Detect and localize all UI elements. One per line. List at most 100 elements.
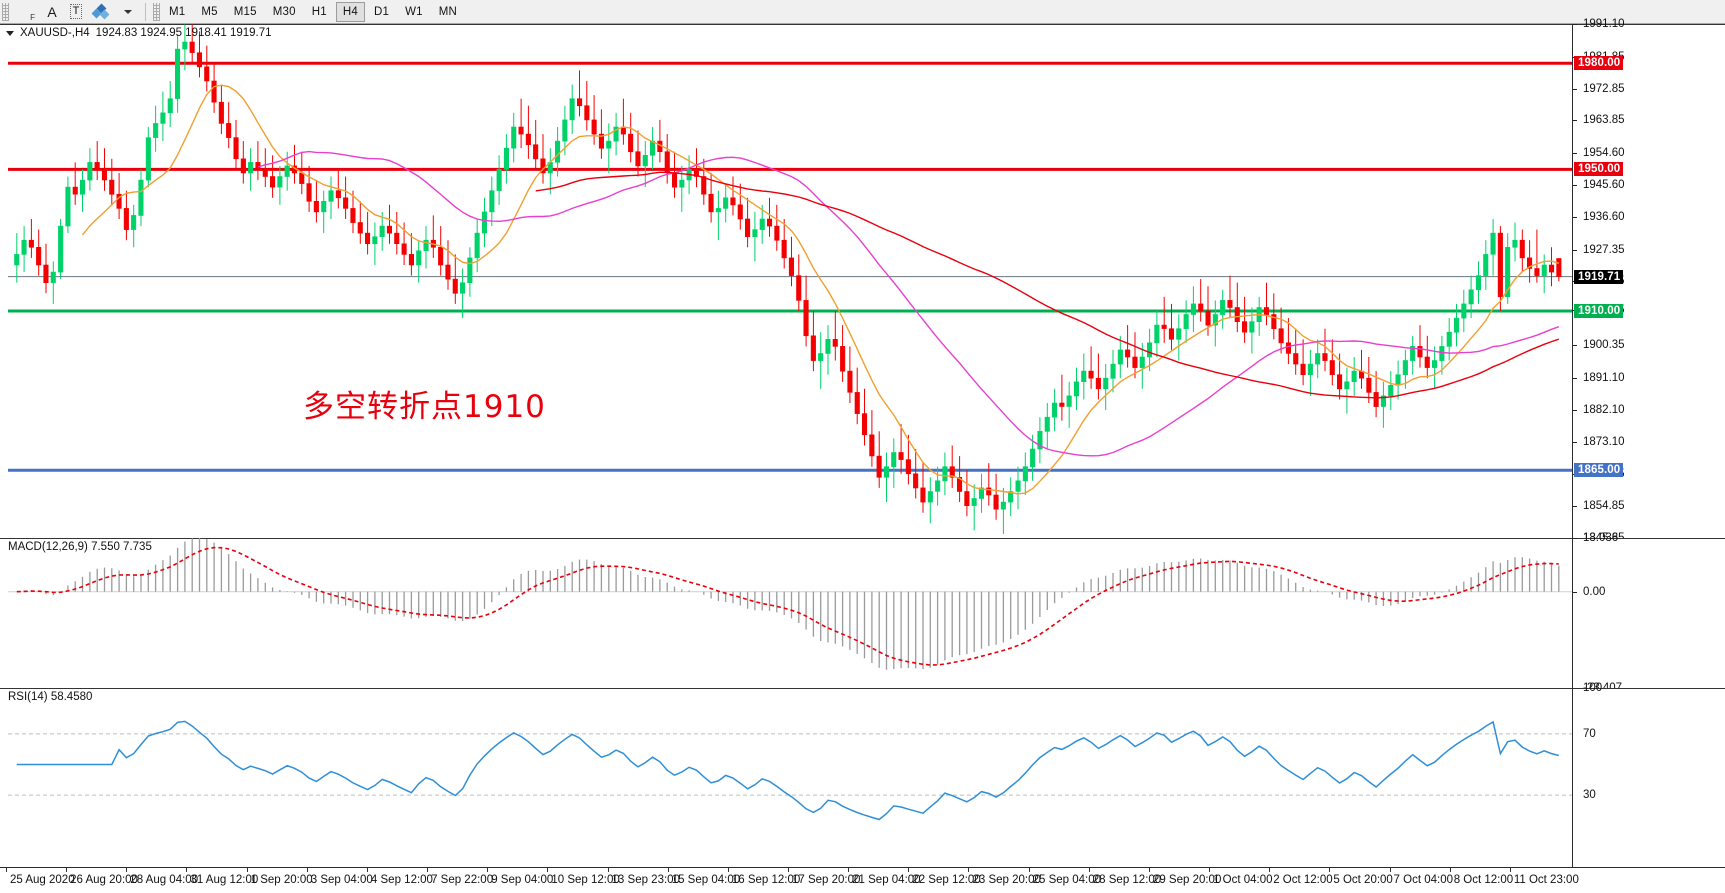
timeframe-m15[interactable]: M15 (233, 5, 257, 18)
rsi-pane[interactable]: RSI(14) 58.4580 100 70 30 (0, 682, 1725, 867)
price-tick (1573, 345, 1577, 347)
price-axis-label: 1891.10 (1583, 371, 1625, 384)
time-axis[interactable]: 25 Aug 2020 26 Aug 20:00 28 Aug 04:00 31 Au… (0, 867, 1725, 893)
time-tick (1269, 868, 1271, 872)
price-axis-label: 1963.85 (1583, 114, 1625, 127)
timeframe-mn[interactable]: MN (438, 5, 458, 18)
rsi-pane-top-border (0, 688, 1725, 689)
price-axis-label: 1873.10 (1583, 435, 1625, 448)
timeframe-m30[interactable]: M30 (272, 5, 296, 18)
toolbar-separator (145, 2, 146, 21)
time-tick (788, 868, 789, 872)
time-axis-label: 8 Oct 12:00 (1453, 874, 1514, 886)
time-axis-label: 9 Sep 04:00 (491, 874, 554, 886)
price-tick (1573, 377, 1577, 379)
time-axis-label: 28 Aug 04:00 (130, 874, 199, 886)
macd-plot[interactable] (8, 538, 1572, 688)
time-tick (6, 868, 7, 872)
time-axis-label: 17 Sep 20:00 (792, 874, 861, 886)
time-axis-label: 11 Oct 23:00 (1513, 874, 1579, 886)
rsi-label: RSI(14) 58.4580 (8, 691, 93, 703)
text-box-icon[interactable]: T (64, 1, 88, 23)
price-tick (1573, 153, 1577, 155)
price-axis-label: 1991.10 (1583, 18, 1625, 30)
time-tick (848, 868, 850, 872)
time-axis-label: 1 Oct 04:00 (1213, 874, 1273, 886)
time-tick (547, 868, 549, 872)
resistance-1950[interactable]: 1950.00 (1574, 162, 1624, 177)
price-tick (1573, 24, 1577, 25)
symbol-caret-icon[interactable] (6, 30, 14, 36)
price-axis-label: 1854.85 (1583, 500, 1625, 513)
time-axis-label: 29 Sep 20:00 (1152, 874, 1222, 886)
price-tick (1573, 441, 1577, 443)
time-axis-label: 5 Oct 20:00 (1333, 874, 1393, 886)
macd-tick (1573, 591, 1577, 593)
price-tick (1573, 185, 1577, 186)
price-tick (1573, 216, 1577, 218)
time-tick (306, 868, 308, 872)
chart-annotation: 多空转折点1910 (303, 389, 546, 425)
last-price-1919[interactable]: 1919.71 (1574, 269, 1624, 284)
time-tick (246, 868, 248, 872)
timeframe-d1[interactable]: D1 (373, 5, 390, 18)
chart-area[interactable]: XAUUSD-,H4 1924.83 1924.95 1918.41 1919.… (0, 18, 1725, 893)
symbol-label: XAUUSD-,H4 (20, 27, 90, 39)
objects-icon[interactable] (88, 1, 116, 23)
time-tick (607, 868, 609, 872)
time-axis-label: 22 Sep 12:00 (912, 874, 981, 886)
price-tick (1573, 120, 1577, 122)
price-axis-label: 1900.35 (1583, 339, 1625, 352)
time-axis-label: 3 Sep 04:00 (310, 874, 373, 886)
ohlc-values: 1924.83 1924.95 1918.41 1919.71 (95, 27, 272, 39)
price-axis-label: 1936.60 (1583, 210, 1625, 223)
macd-series (8, 538, 1572, 670)
macd-pane[interactable]: MACD(12,26,9) 7.550 7.735 13.0360.00-23.… (0, 532, 1725, 694)
time-axis-label: 7 Oct 04:00 (1393, 874, 1453, 886)
rsi-axis[interactable]: 100 70 30 (1572, 682, 1725, 867)
price-tick (1573, 249, 1577, 251)
timeframe-m1[interactable]: M1 (169, 5, 186, 18)
timeframe-m5[interactable]: M5 (201, 5, 218, 18)
price-tick (1573, 409, 1577, 411)
rsi-axis-label: 70 (1583, 727, 1596, 740)
time-tick (366, 868, 368, 872)
support-1910[interactable]: 1910.00 (1574, 303, 1624, 318)
toolbar-grip[interactable] (2, 2, 9, 21)
time-tick (1028, 868, 1030, 872)
timeframe-h1[interactable]: H1 (311, 5, 327, 18)
time-axis-label: 10 Sep 12:00 (551, 874, 620, 886)
time-tick (1389, 868, 1391, 872)
grid-f-icon[interactable] (10, 1, 40, 23)
time-tick (66, 868, 68, 872)
time-axis-label: 26 Aug 20:00 (70, 874, 138, 886)
price-tick (1573, 506, 1577, 508)
timeframe-h4[interactable]: H4 (335, 1, 365, 22)
time-axis-label: 13 Sep 23:00 (611, 874, 680, 886)
timeframe-group: M1 M5 M15 M30 H1 H4 D1 W1 MN (161, 1, 465, 22)
rsi-plot[interactable] (8, 688, 1572, 867)
resistance-1980[interactable]: 1980.00 (1574, 56, 1624, 71)
time-tick (126, 868, 128, 872)
price-pane[interactable]: XAUUSD-,H4 1924.83 1924.95 1918.41 1919.… (0, 18, 1725, 544)
support-1865[interactable]: 1865.00 (1574, 463, 1624, 478)
time-axis-label: 16 Sep 12:00 (731, 874, 801, 886)
timeframe-w1[interactable]: W1 (405, 5, 423, 18)
time-tick (1509, 868, 1511, 872)
price-tick (1573, 88, 1577, 90)
time-axis-label: 21 Sep 04:00 (852, 874, 921, 886)
dropdown-caret-icon[interactable] (116, 1, 140, 23)
time-tick (1088, 868, 1090, 872)
symbol-bar[interactable]: XAUUSD-,H4 1924.83 1924.95 1918.41 1919.… (6, 27, 272, 39)
timeframe-grip[interactable] (153, 2, 160, 21)
time-tick (1449, 868, 1451, 872)
text-A-icon[interactable]: A (47, 3, 57, 20)
price-axis[interactable]: 1991.101981.851972.851963.851954.601945.… (1572, 18, 1725, 544)
time-tick (727, 868, 729, 872)
time-axis-label: 15 Sep 04:00 (671, 874, 741, 886)
price-axis-label: 1927.35 (1583, 243, 1625, 256)
price-plot[interactable] (8, 24, 1572, 538)
macd-axis-label: 0.00 (1583, 585, 1606, 598)
macd-pane-top-border (0, 538, 1725, 539)
